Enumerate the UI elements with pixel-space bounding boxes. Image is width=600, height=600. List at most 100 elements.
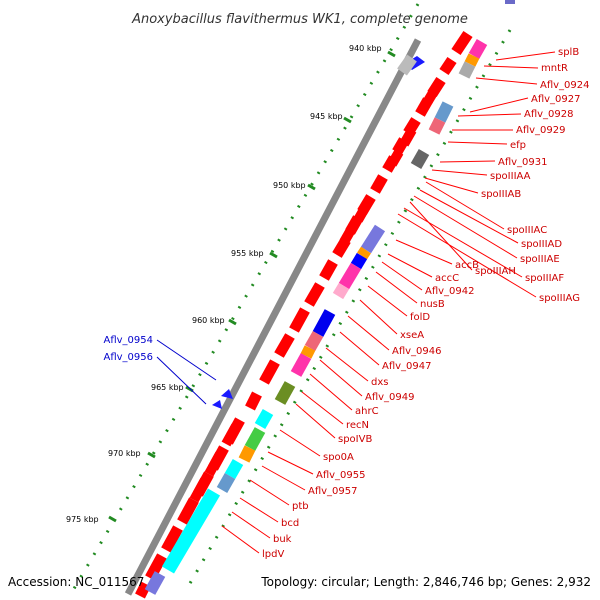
forward-gene-arrow	[319, 259, 338, 281]
gene-label: spoIIIAE	[520, 254, 560, 265]
gene-label: Aflv_0946	[392, 346, 442, 357]
gene-label: mntR	[541, 63, 568, 74]
map-title: Anoxybacillus flavithermus WK1, complete…	[131, 12, 468, 27]
kbp-tick	[269, 251, 278, 259]
label-leader	[339, 331, 380, 366]
gene-label: ahrC	[355, 406, 379, 417]
feature-box	[238, 445, 256, 463]
feature-box	[468, 39, 488, 59]
forward-gene-arrow	[259, 359, 280, 385]
label-leader	[375, 271, 418, 304]
forward-gene-arrow	[221, 423, 241, 447]
label-leader	[424, 177, 479, 194]
label-leader	[325, 347, 369, 382]
feature-box	[244, 427, 266, 451]
label-leader	[495, 51, 556, 61]
label-leader	[267, 451, 314, 475]
kbp-label: 970 kbp	[108, 449, 141, 458]
kbp-ticks	[108, 50, 396, 523]
gene-label: efp	[510, 140, 526, 151]
feature-box	[410, 149, 430, 169]
forward-strand-genes-inner	[189, 83, 442, 503]
forward-gene-arrow	[339, 225, 357, 245]
forward-gene-arrow	[423, 83, 442, 104]
gene-label: Aflv_0942	[425, 286, 475, 297]
gene-label: recN	[346, 420, 369, 431]
label-leader	[231, 511, 271, 539]
feature-box	[312, 309, 336, 337]
kbp-label: 975 kbp	[66, 515, 99, 524]
cog-feature-boxes	[144, 39, 488, 595]
feature-box	[290, 353, 312, 377]
scale-rings	[70, 3, 512, 593]
label-leader	[447, 141, 508, 145]
kbp-label: 955 kbp	[231, 249, 264, 258]
forward-gene-arrow	[304, 282, 325, 307]
feature-box	[224, 459, 244, 479]
reverse-gene-arrow	[221, 389, 233, 399]
gene-label: spoIVB	[338, 434, 372, 445]
label-leader	[431, 169, 488, 176]
feature-box	[332, 282, 350, 300]
forward-gene-arrow	[332, 237, 351, 258]
feature-box	[357, 246, 371, 260]
label-leader	[439, 160, 496, 163]
label-leader	[367, 285, 408, 317]
label-leader	[387, 253, 433, 278]
label-leader	[309, 373, 353, 411]
feature-box	[458, 61, 476, 79]
label-leader	[359, 299, 398, 335]
gene-label: Aflv_0957	[308, 486, 358, 497]
label-leader	[295, 403, 336, 439]
forward-strand-genes	[135, 30, 473, 599]
gene-label: Aflv_0929	[516, 125, 566, 136]
label-leader	[425, 181, 505, 230]
forward-gene-arrow	[161, 525, 183, 553]
gene-label: spoIIIAB	[481, 189, 521, 200]
kbp-labels: 940 kbp 945 kbp 950 kbp 955 kbp 960 kbp …	[66, 44, 382, 524]
reverse-gene-arrow	[212, 400, 222, 409]
gene-label: xseA	[400, 330, 424, 341]
accession-text: Accession: NC_011567	[8, 575, 145, 589]
label-leader	[397, 213, 537, 298]
label-leader	[457, 113, 522, 117]
feature-box	[254, 409, 274, 429]
gene-label: folD	[410, 312, 430, 323]
feature-box	[428, 117, 446, 135]
feature-box	[464, 53, 480, 67]
gene-label: Aflv_0928	[524, 109, 574, 120]
reverse-label-leaders	[156, 339, 217, 405]
gene-label: Aflv_0924	[540, 80, 590, 91]
label-leader	[419, 189, 519, 244]
kbp-label: 965 kbp	[151, 383, 184, 392]
gene-label: bcd	[281, 518, 299, 529]
gene-label: buk	[273, 534, 292, 545]
genome-backbone	[124, 38, 422, 596]
gene-label: spoIIIAC	[507, 225, 547, 236]
forward-gene-arrow	[204, 451, 225, 477]
label-leader	[221, 525, 260, 554]
gene-label: spoIIIAF	[525, 273, 564, 284]
gene-label: Aflv_0955	[316, 470, 366, 481]
label-leader	[413, 195, 518, 259]
gene-label: dxs	[371, 377, 388, 388]
gene-label: spo0A	[323, 452, 354, 463]
label-leader	[301, 391, 344, 425]
forward-gene-arrow	[415, 97, 433, 117]
label-leader	[156, 339, 217, 381]
label-leader	[475, 77, 538, 85]
gene-label: spoIIIAD	[521, 239, 562, 250]
forward-gene-arrow	[189, 477, 210, 503]
label-leader	[279, 429, 321, 457]
forward-gene-arrow	[245, 391, 262, 411]
forward-gene-arrow	[274, 333, 295, 358]
gene-label: splB	[558, 47, 579, 58]
feature-box	[338, 262, 362, 290]
feature-box	[350, 252, 368, 270]
forward-gene-arrow	[177, 497, 199, 525]
inner-scale-ring	[183, 29, 512, 593]
kbp-tick	[228, 318, 237, 326]
forward-gene-arrow	[145, 553, 167, 581]
feature-box	[274, 381, 296, 405]
feature-box	[434, 101, 454, 123]
